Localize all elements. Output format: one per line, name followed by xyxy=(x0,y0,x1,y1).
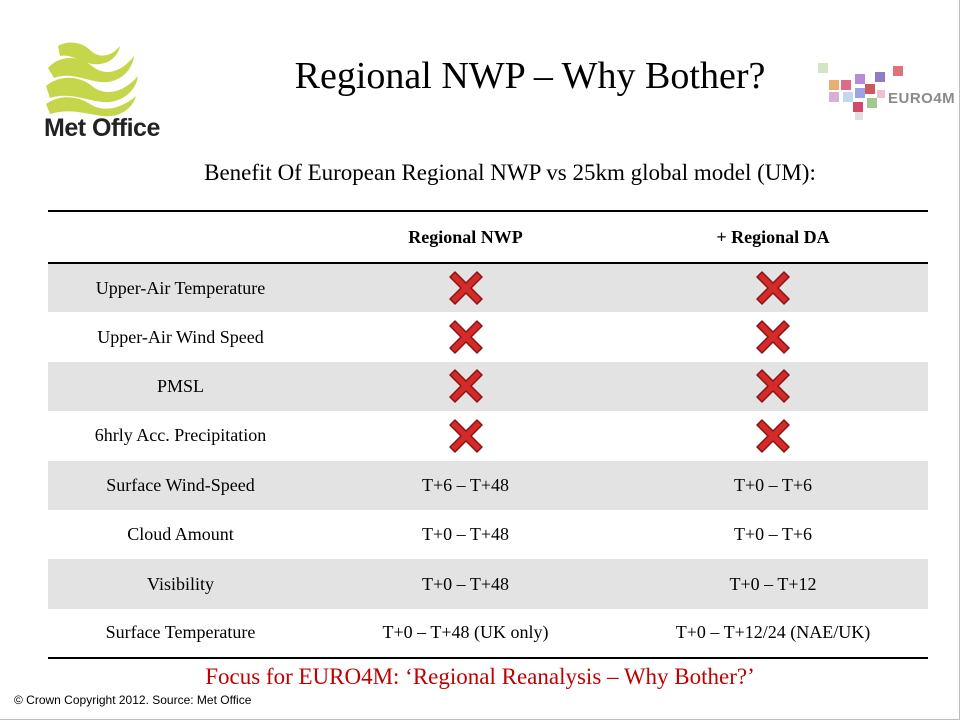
cross-icon xyxy=(448,369,483,404)
table-row: Upper-Air Wind Speed xyxy=(48,312,928,361)
cross-icon xyxy=(756,320,790,354)
copyright-notice: © Crown Copyright 2012. Source: Met Offi… xyxy=(14,693,252,707)
cell-regional-da: T+0 – T+6 xyxy=(734,524,812,545)
cell-regional-da: T+0 – T+12 xyxy=(729,573,817,594)
row-label: Cloud Amount xyxy=(127,524,234,545)
euro4m-logo-text: EURO4M xyxy=(888,90,956,107)
cross-icon xyxy=(448,419,483,453)
cross-icon xyxy=(448,271,483,305)
cell-regional-nwp: T+6 – T+48 xyxy=(422,474,509,495)
slide-title: Regional NWP – Why Bother? xyxy=(294,55,766,97)
met-office-logo-text: Met Office xyxy=(44,114,160,142)
row-label: 6hrly Acc. Precipitation xyxy=(94,425,267,446)
row-label: Upper-Air Temperature xyxy=(95,277,266,298)
table-row: 6hrly Acc. Precipitation xyxy=(48,411,928,460)
table-row: PMSL xyxy=(48,361,928,412)
cell-regional-nwp: T+0 – T+48 (UK only) xyxy=(313,608,618,660)
focus-note: Focus for EURO4M: ‘Regional Reanalysis –… xyxy=(205,664,755,689)
cross-icon xyxy=(448,320,483,354)
euro4m-logo-icon xyxy=(818,63,903,120)
cross-icon xyxy=(756,369,790,404)
cell-regional-nwp xyxy=(313,362,618,411)
row-label: Upper-Air Wind Speed xyxy=(97,326,264,347)
cell-regional-da xyxy=(618,263,928,312)
row-label: Visibility xyxy=(147,573,214,594)
header-empty xyxy=(48,210,313,264)
cross-icon xyxy=(756,419,790,453)
cell-regional-da xyxy=(618,312,928,361)
cell-regional-da: T+0 – T+6 xyxy=(734,474,812,495)
header-regional-da: + Regional DA xyxy=(618,210,928,264)
cell-regional-nwp xyxy=(313,411,618,460)
cell-regional-da xyxy=(618,411,928,460)
cell-regional-nwp xyxy=(313,312,618,361)
benefit-table: Regional NWP + Regional DA Upper-Air Tem… xyxy=(48,210,928,660)
row-label: PMSL xyxy=(156,375,205,396)
cell-regional-da: T+0 – T+12/24 (NAE/UK) xyxy=(618,608,928,660)
met-office-logo-icon xyxy=(46,42,138,117)
table-caption: Benefit Of European Regional NWP vs 25km… xyxy=(204,160,816,185)
row-label: Surface Wind-Speed xyxy=(106,474,255,495)
table-row: Cloud Amount T+0 – T+48 T+0 – T+6 xyxy=(48,510,928,559)
table-row: Visibility T+0 – T+48 T+0 – T+12 xyxy=(48,559,928,609)
table-row: Surface Wind-Speed T+6 – T+48 T+0 – T+6 xyxy=(48,460,928,510)
row-label: Surface Temperature xyxy=(48,608,313,660)
table-header-row: Regional NWP + Regional DA xyxy=(48,210,928,264)
cell-regional-nwp: T+0 – T+48 xyxy=(422,524,509,545)
cell-regional-nwp xyxy=(313,263,618,312)
cross-icon xyxy=(756,271,790,305)
table-row: Upper-Air Temperature xyxy=(48,263,928,313)
table-row: Surface Temperature T+0 – T+48 (UK only)… xyxy=(48,608,928,660)
header-regional-nwp: Regional NWP xyxy=(313,210,618,264)
cell-regional-nwp: T+0 – T+48 xyxy=(422,573,509,594)
cell-regional-da xyxy=(618,362,928,411)
